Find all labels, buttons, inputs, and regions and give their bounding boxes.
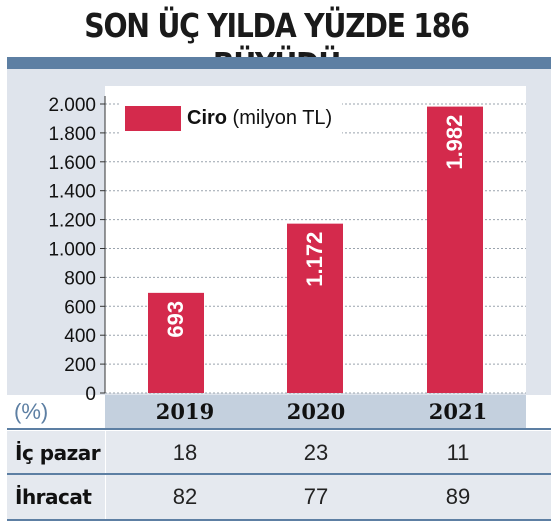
row-label-ihracat: İhracat [15,485,92,509]
cell-ic-pazar-2019: 18 [172,440,198,465]
year-header-band [105,395,526,428]
year-label-2021: 2021 [428,399,488,424]
legend-swatch [125,105,181,131]
table-row-ihracat: İhracat 82 77 89 [7,475,551,519]
row-divider [7,519,551,521]
bar-value-label: 1.172 [302,232,327,287]
bar-2021 [427,106,483,393]
bar-2019 [148,292,204,393]
table-row-ic-pazar: İç pazar 18 23 11 [7,431,551,475]
cell-ihracat-2020: 77 [303,484,329,509]
row-divider [7,473,551,475]
row-label-ic-pazar: İç pazar [15,441,101,465]
y-tick-label: 800 [64,268,96,289]
year-label-2019: 2019 [155,399,215,424]
y-tick-label: 400 [64,326,96,347]
y-tick-label: 1.400 [48,182,96,203]
y-tick-label: 200 [64,355,96,376]
percent-unit-label: (%) [14,399,49,424]
cell-ic-pazar-2021: 11 [446,440,470,465]
bar-2020 [287,223,343,393]
year-label-2020: 2020 [286,399,346,424]
cell-ic-pazar-2020: 23 [303,440,329,465]
header-bar [7,57,551,69]
cell-ihracat-2021: 89 [445,484,471,509]
y-tick-label: 1.800 [48,124,96,145]
bar-value-label: 1.982 [442,115,467,170]
cell-ihracat-2019: 82 [172,484,198,509]
row-divider [7,428,551,430]
legend: Ciro (milyon TL) [121,101,343,135]
y-tick-label: 0 [85,384,96,405]
legend-label: Ciro (milyon TL) [187,106,333,129]
y-tick-label: 600 [64,297,96,318]
bar-value-label: 693 [163,301,188,338]
y-tick-label: 1.200 [48,211,96,232]
y-tick-label: 1.000 [48,240,96,261]
y-tick-label: 2.000 [48,95,96,116]
y-tick-label: 1.600 [48,153,96,174]
